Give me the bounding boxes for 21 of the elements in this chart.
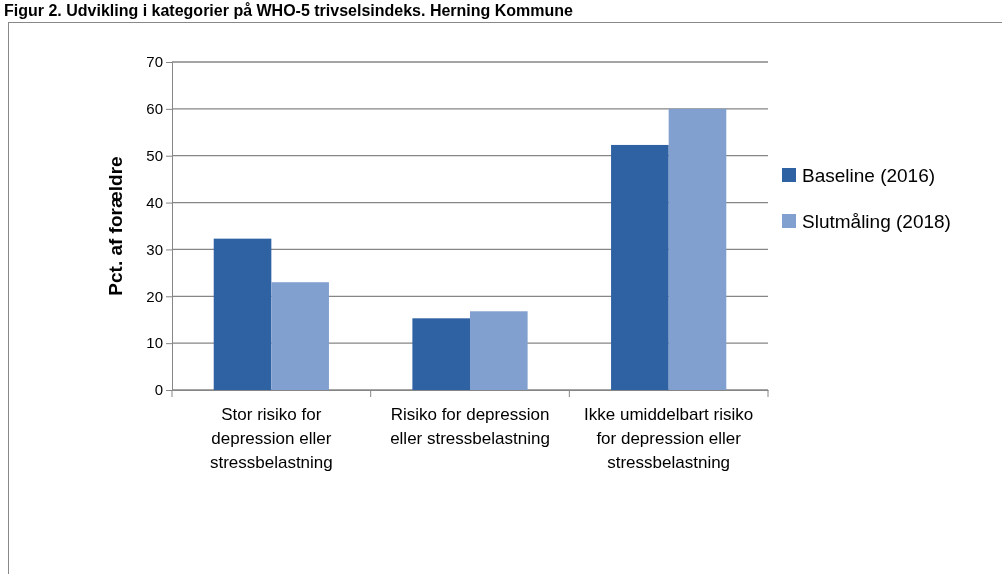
y-tick-label: 30 [146, 240, 163, 258]
legend-label: Baseline (2016) [802, 165, 936, 186]
y-tick-label: 60 [146, 100, 163, 118]
legend-label: Slutmåling (2018) [802, 211, 951, 232]
x-tick-label: Risiko for depression eller stressbelastning [390, 405, 550, 448]
y-tick-label: 70 [146, 53, 163, 71]
bar [412, 318, 470, 390]
bar [668, 108, 727, 390]
y-tick-label: 50 [146, 147, 163, 165]
x-tick-label: Ikke umiddelbart risiko for depression eller stressbelastning [584, 405, 754, 472]
chart-title: Figur 2. Udvikling i kategorier på WHO-5 trivselsindeks. Herning Kommune [4, 2, 574, 19]
y-tick-label: 20 [146, 287, 163, 305]
y-tick-label: 10 [146, 334, 163, 352]
y-tick-label: 0 [154, 381, 163, 399]
x-tick-label: Stor risiko for depression eller stressbelastning [209, 405, 333, 472]
bar [611, 144, 669, 390]
y-tick-label: 40 [146, 193, 163, 211]
y-axis-title: Pct. af forældre [105, 156, 126, 296]
bar [470, 311, 528, 390]
bar [271, 282, 329, 390]
bar [213, 238, 272, 390]
